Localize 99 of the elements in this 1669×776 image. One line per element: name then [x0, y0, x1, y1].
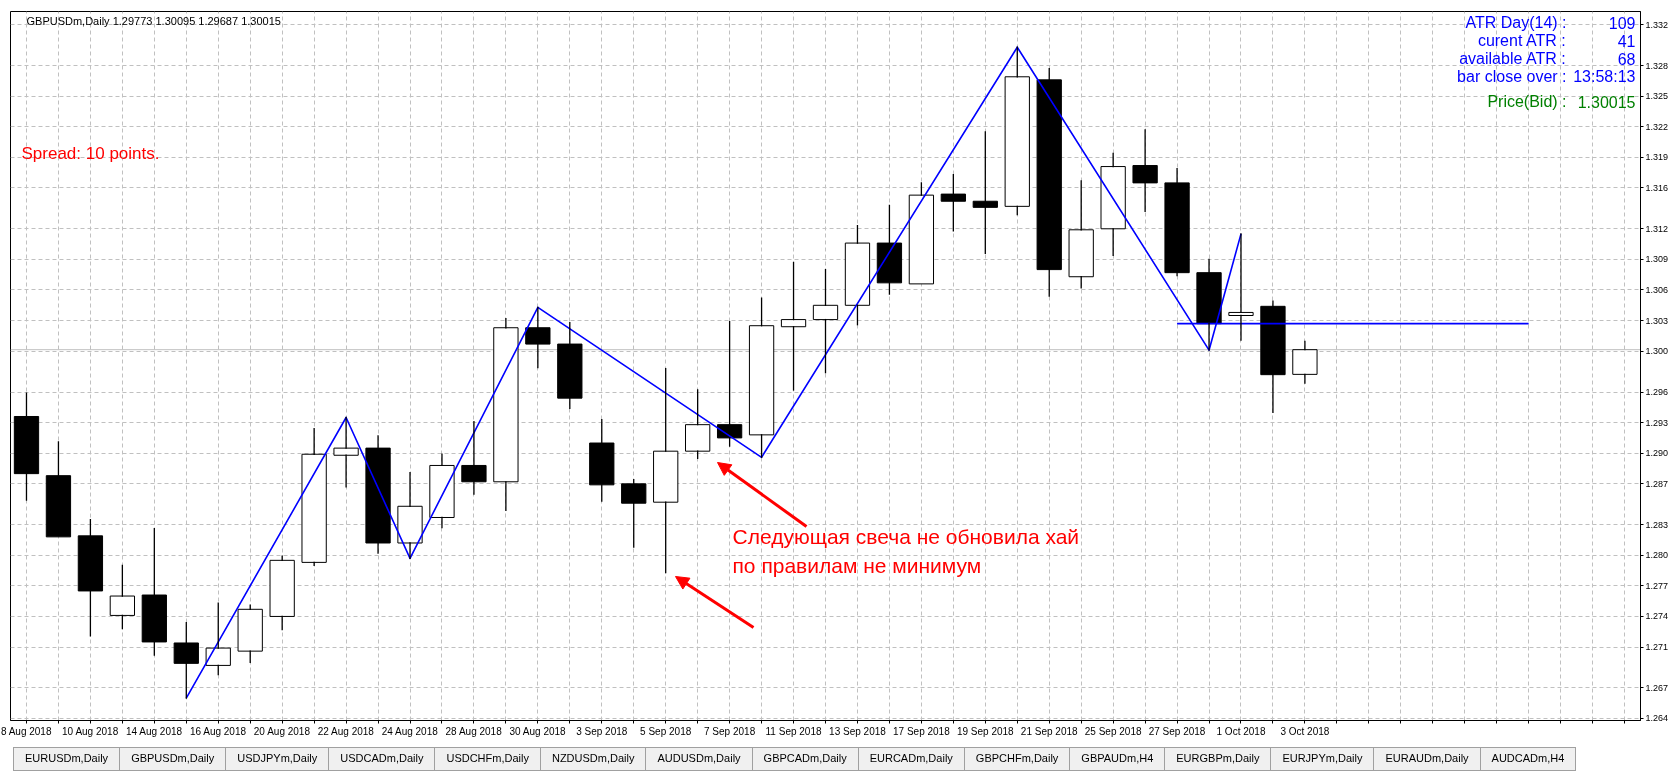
- y-tick-label: 1.306: [1645, 285, 1669, 295]
- y-tick-label: 1.271: [1645, 642, 1669, 653]
- x-tick-label: 19 Sep 2018: [956, 725, 1015, 737]
- candlestick: [557, 321, 583, 409]
- annotation: 13:58:13: [1573, 68, 1636, 85]
- candlestick: [972, 131, 998, 254]
- text: NZDUSDm,Daily: [539, 747, 647, 771]
- candlestick: [333, 416, 359, 488]
- x-tick-label: 30 Aug 2018: [509, 725, 567, 737]
- annotation: bar close over :: [1457, 68, 1567, 85]
- annotation: ATR Day(14) :: [1465, 14, 1567, 31]
- annotation: curent ATR :: [1477, 32, 1566, 49]
- y-tick-label: 1.328: [1645, 60, 1669, 71]
- candlestick: [621, 479, 647, 548]
- text: GBPCADm,Daily: [751, 747, 859, 771]
- text: USDJPYm,Daily: [225, 747, 330, 771]
- annotation: 1.30015: [1577, 93, 1636, 111]
- text: GBPCHFm,Daily: [963, 747, 1071, 771]
- y-tick-label: 1.319: [1645, 152, 1669, 163]
- x-tick-label: 24 Aug 2018: [381, 725, 439, 737]
- annotation: 109: [1608, 14, 1636, 32]
- annotation: Следующая свеча не обновила хай: [732, 525, 1080, 548]
- candlestick: [397, 471, 423, 559]
- text: USDCHFm,Daily: [434, 747, 541, 771]
- y-tick-label: 1.293: [1645, 417, 1669, 428]
- chart-title: GBPUSDm,Daily 1.29773 1.30095 1.29687 1.30015: [26, 14, 281, 27]
- candlestick: [1196, 258, 1222, 351]
- y-tick-label: 1.277: [1645, 580, 1669, 591]
- x-tick-label: 1 Oct 2018: [1216, 725, 1266, 737]
- y-tick-label: 1.264: [1645, 713, 1669, 724]
- x-tick-label: 21 Sep 2018: [1020, 725, 1079, 737]
- x-tick-label: 3 Sep 2018: [576, 725, 628, 737]
- candlestick: [653, 367, 679, 574]
- candlestick: [748, 297, 775, 458]
- x-tick-label: 5 Sep 2018: [640, 725, 692, 737]
- candlestick: [525, 306, 551, 369]
- text: USDCADm,Daily: [328, 747, 436, 771]
- x-tick-label: 27 Sep 2018: [1148, 725, 1206, 737]
- x-tick-label: 3 Oct 2018: [1280, 725, 1330, 737]
- text: AUDCADm,H4: [1479, 747, 1577, 771]
- text: EURCADm,Daily: [857, 747, 965, 771]
- y-tick-label: 1.287: [1645, 478, 1669, 489]
- text: EURUSDm,Daily: [13, 747, 121, 771]
- candlestick: [1132, 129, 1158, 213]
- candlestick: [1100, 152, 1126, 256]
- y-tick-label: 1.312: [1645, 223, 1669, 234]
- annotation: Price(Bid) :: [1487, 93, 1567, 110]
- candlestick: [301, 428, 327, 567]
- x-tick-label: 14 Aug 2018: [125, 725, 183, 737]
- candlestick: [173, 621, 199, 699]
- text: EURGBPm,Daily: [1164, 747, 1272, 771]
- y-tick-label: 1.267: [1645, 682, 1669, 693]
- y-tick-label: 1.316: [1645, 182, 1669, 193]
- candlestick: [1292, 340, 1318, 384]
- x-tick-label: 7 Sep 2018: [704, 725, 756, 737]
- annotation: available ATR :: [1459, 50, 1566, 67]
- x-tick-label: 20 Aug 2018: [253, 725, 311, 737]
- candlestick: [780, 261, 807, 391]
- text: GBPAUDm,H4: [1069, 747, 1166, 771]
- x-tick-label: 22 Aug 2018: [317, 725, 375, 737]
- y-tick-label: 1.322: [1645, 121, 1669, 132]
- text: EURAUDm,Daily: [1373, 747, 1481, 771]
- candlestick: [461, 420, 487, 495]
- x-tick-label: 25 Sep 2018: [1084, 725, 1142, 737]
- y-tick-label: 1.290: [1645, 448, 1669, 459]
- candlestick: [716, 320, 743, 447]
- x-tick-label: 16 Aug 2018: [189, 725, 247, 737]
- text: GBPUSDm,Daily: [119, 747, 227, 771]
- candlestick: [940, 174, 966, 232]
- annotation: Spread: 10 points.: [21, 144, 160, 163]
- candlestick: [13, 392, 40, 501]
- annotation: по правилам не минимум: [732, 554, 982, 577]
- candlestick: [365, 435, 391, 554]
- candlestick: [1260, 300, 1286, 414]
- y-tick-label: 1.300: [1645, 346, 1669, 357]
- candlestick: [812, 268, 839, 374]
- y-tick-label: 1.325: [1645, 91, 1669, 102]
- y-tick-label: 1.309: [1645, 254, 1669, 265]
- candlestick: [429, 453, 455, 529]
- annotation: 41: [1617, 32, 1636, 50]
- annotation: 68: [1617, 50, 1636, 68]
- y-tick-label: 1.296: [1645, 387, 1669, 398]
- y-tick-label: 1.280: [1645, 550, 1669, 561]
- candlestick: [1164, 167, 1190, 277]
- text: AUDUSDm,Daily: [645, 747, 753, 771]
- x-tick-label: 8 Aug 2018: [0, 725, 52, 737]
- y-tick-label: 1.303: [1645, 315, 1669, 326]
- y-tick-label: 1.332: [1645, 19, 1669, 30]
- x-tick-label: 17 Sep 2018: [893, 725, 951, 737]
- x-tick-label: 13 Sep 2018: [829, 725, 887, 737]
- candlestick: [493, 317, 519, 511]
- x-tick-label: 11 Sep 2018: [765, 725, 822, 737]
- text: EURJPYm,Daily: [1270, 747, 1375, 771]
- y-tick-label: 1.283: [1645, 519, 1669, 530]
- candlestick: [45, 441, 72, 538]
- candlestick: [1228, 233, 1254, 341]
- y-tick-label: 1.274: [1645, 611, 1669, 622]
- x-tick-label: 28 Aug 2018: [445, 725, 503, 737]
- x-tick-label: 10 Aug 2018: [62, 725, 119, 737]
